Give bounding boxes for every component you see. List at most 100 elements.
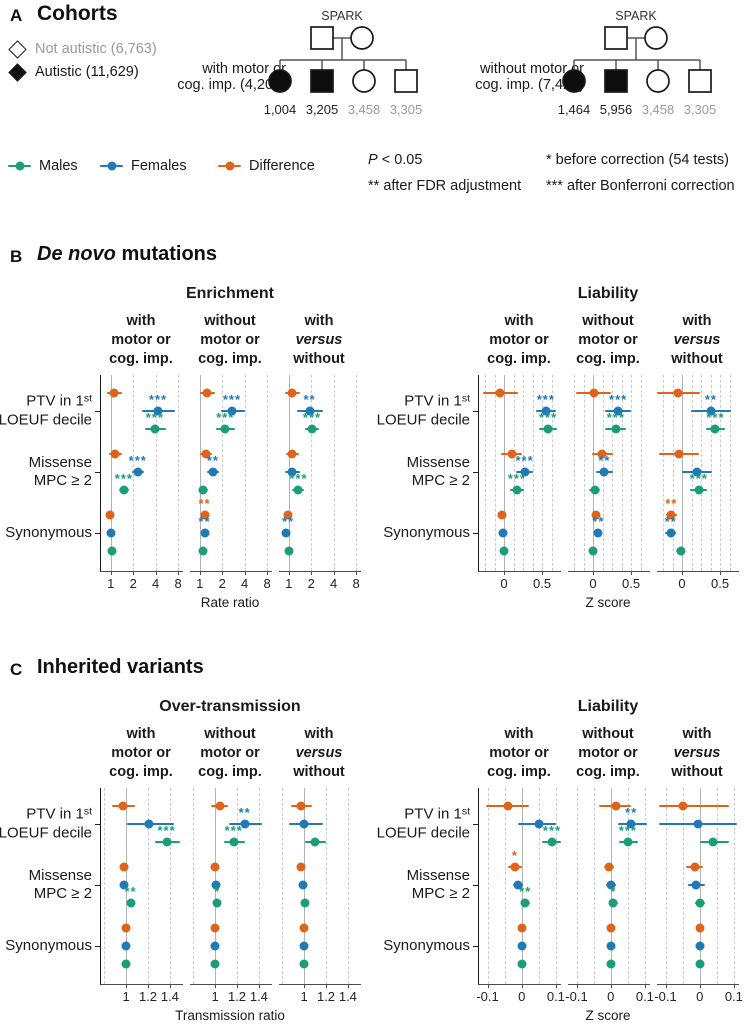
row-tick [473,532,478,534]
axis-tick [347,984,350,988]
point-females [613,406,623,416]
subpanel-with-versus-without: -0.1 0 0.1 [654,788,743,1004]
column-header-1: without motor or cog. imp. [189,312,271,369]
subpanel-with-motor-or-cog-imp-: *** ** 1 1.2 1.4 [100,788,183,1004]
significance-stars: * [610,884,617,899]
column-header-0: with motor or cog. imp. [100,725,182,782]
gridline [504,788,506,984]
axis-tick-label: 0.5 [710,576,730,591]
header-line: motor or [489,745,549,761]
count: 5,956 [600,102,633,117]
row-label-1: Missense MPC ≥ 2 [29,454,92,490]
axis-tick [267,571,269,575]
point-males [710,424,720,434]
significance-stars: *** [148,392,168,407]
gridline [532,375,534,571]
header-line: motor or [578,745,638,761]
point-females [133,467,143,477]
column-header-0: with motor or cog. imp. [478,725,560,782]
affected-female-icon [562,69,586,93]
gridline [551,375,553,571]
gridline [494,375,496,571]
axis-tick-label: 0 [518,989,526,1004]
row-labels: PTV in 1st LOEUF decile Missense MPC ≥ 2 Syn… [0,788,100,985]
header-line: without [204,313,256,329]
subpanel-with-versus-without: ** *** *** ** ** 0 0.5 [657,375,739,591]
gridline [665,788,667,984]
significance-stars: *** [609,392,628,407]
point-difference [296,862,306,872]
axis-tick-label: 0 [678,576,686,591]
point-difference [119,862,129,872]
axis-tick [720,571,722,575]
significance-stars: *** [145,410,164,425]
row-label-1: Missense MPC ≥ 2 [407,867,470,903]
axis-tick [215,984,217,988]
point-females [305,406,315,416]
row-tick [95,945,100,947]
point-females [211,880,221,890]
gridline [237,788,238,984]
subpanel-without-motor-or-cog-imp-: ** *** * -0.1 0 0.1 [565,788,654,1004]
axis-tick [333,571,335,575]
point-difference [287,388,297,398]
gridline [640,375,642,571]
row-tick [473,945,478,947]
gridline [733,788,735,984]
point-difference [589,388,599,398]
header-line: with [504,313,534,329]
point-females [298,880,308,890]
legend-item-difference: Difference [218,158,315,174]
females-marker-icon [100,161,123,172]
row-label-line: Missense [406,867,470,884]
significance-stars: ** [281,514,295,529]
plot-group-B-0: Enrichment with motor or cog. imp. without mo… [0,285,370,610]
row-label-0: PTV in 1st LOEUF decile [377,805,470,843]
gridline [148,788,149,984]
axis-tick-label: 1.4 [249,989,268,1004]
axis-tick-label: 1 [285,576,293,591]
header-spacer [4,312,100,369]
plot-row: PTV in 1st LOEUF decile Missense MPC ≥ 2 Syn… [377,788,748,1004]
header-line: with [126,313,156,329]
header-line: motor or [111,745,171,761]
reference-gridline [199,375,201,571]
gridline [244,375,246,571]
point-males [623,837,633,847]
point-males [299,959,309,969]
point-difference [678,801,688,811]
point-difference [666,510,676,520]
plot-title: Enrichment [185,285,274,302]
axis-tick-label: 4 [152,576,160,591]
axis-tick [304,984,306,988]
axis-tick [237,984,239,988]
mother-circle-icon [350,26,374,50]
axis-tick [593,571,595,575]
point-males [162,837,172,847]
gridline [178,375,180,571]
row-label-2: Synonymous [383,937,470,955]
count: 1,464 [558,102,591,117]
column-headers: with motor or cog. imp. without motor or cog.… [4,725,370,782]
point-females [240,819,250,829]
point-males [119,485,129,495]
row-label-line: Synonymous [5,937,92,954]
significance-stars: ** [198,496,211,511]
mother-circle-icon [644,26,668,50]
significance-stars: *** [302,410,322,425]
point-difference [674,449,684,459]
panel-a-tag: A [10,6,23,25]
gridline [487,788,489,984]
axis-tick-label: 1 [107,576,115,591]
axis-tick [631,571,633,575]
axis-tick-label: 4 [330,576,338,591]
significance-stars: *** [706,410,725,425]
point-females [692,467,702,477]
panel-c-tag: C [10,660,23,679]
axis-tick-label: 0.1 [724,989,743,1004]
gridline [356,375,358,571]
panel-c: C Inherited variants Over-transmission wi… [0,653,748,1031]
point-females [599,467,609,477]
axis-tick-label: 8 [352,576,360,591]
